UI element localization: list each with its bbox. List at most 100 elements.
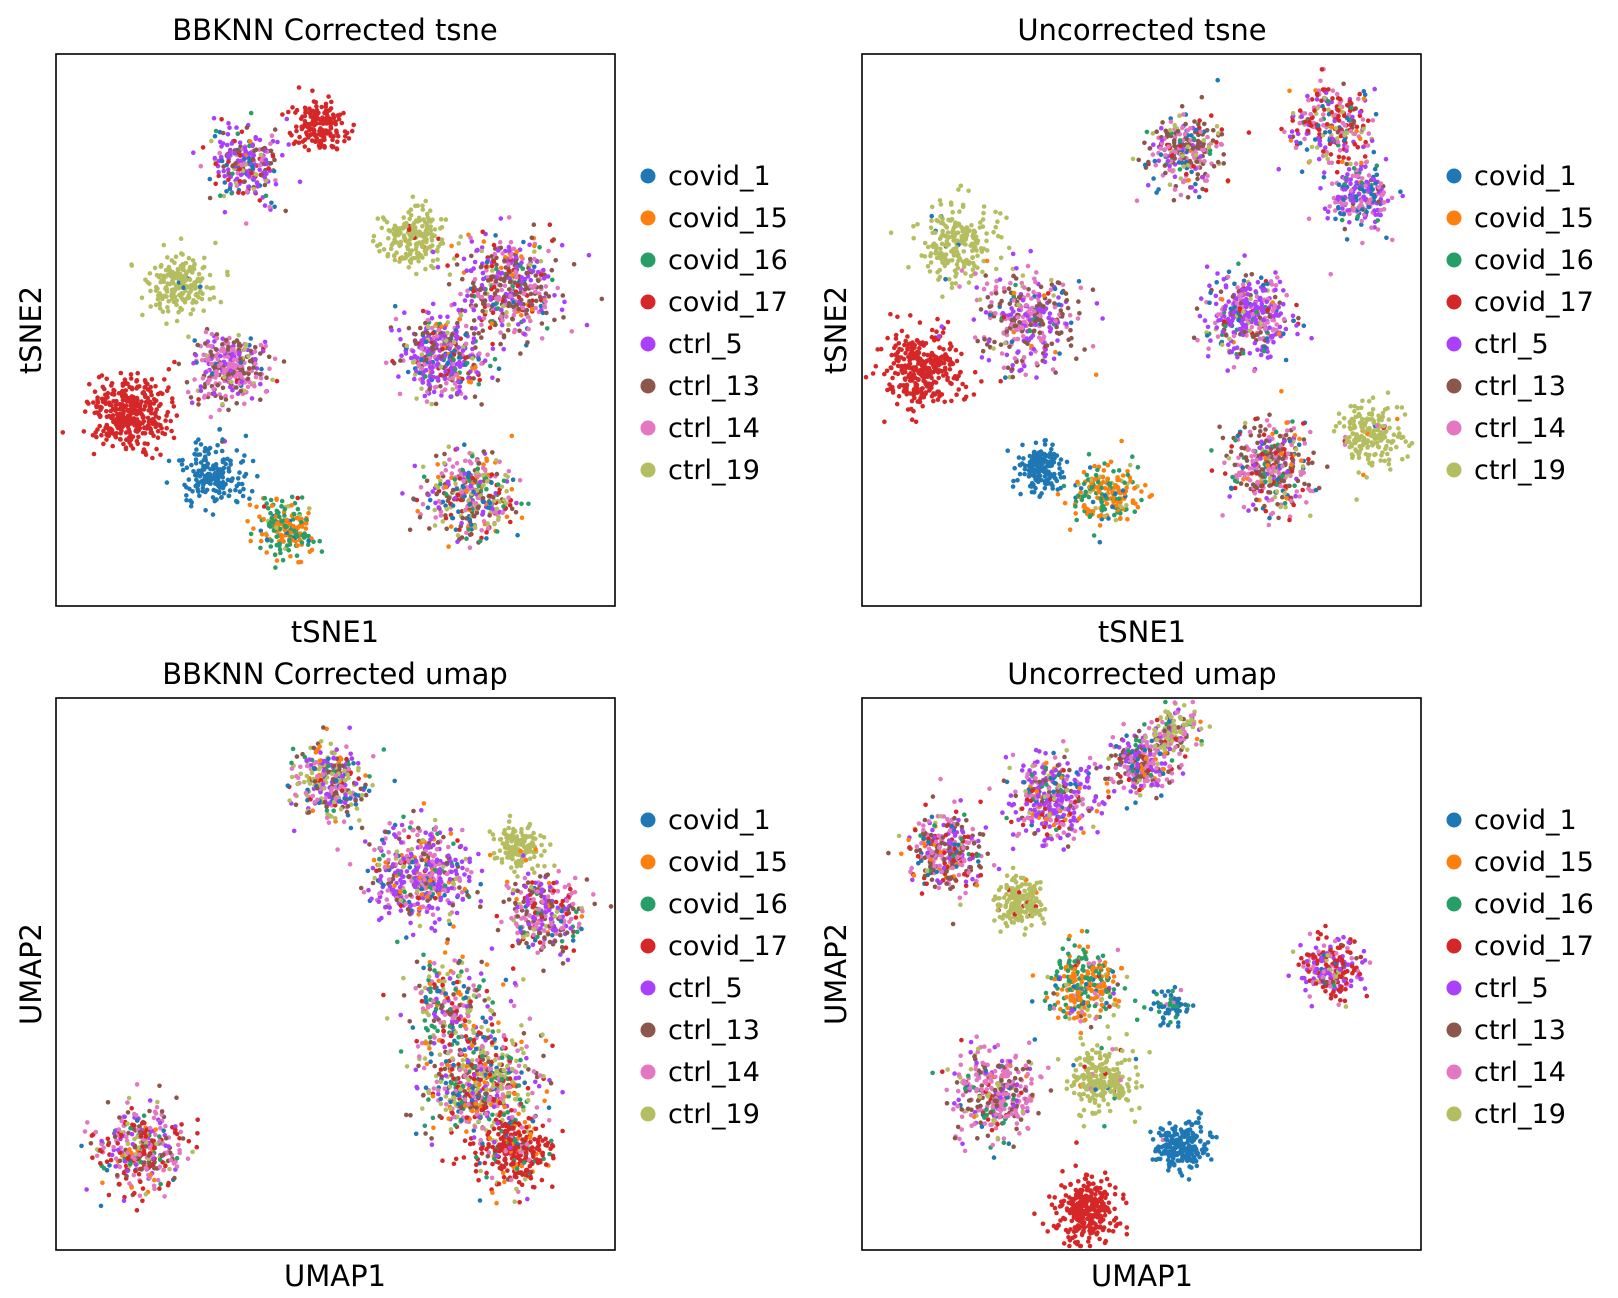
scatter-point [899, 328, 905, 334]
scatter-point [268, 148, 274, 154]
scatter-point [237, 350, 242, 356]
scatter-point [1215, 159, 1221, 165]
scatter-point [310, 88, 315, 93]
scatter-point [458, 313, 464, 318]
scatter-point [500, 510, 505, 516]
scatter-point [1046, 315, 1052, 321]
scatter-point [460, 515, 466, 521]
scatter-point [450, 387, 456, 392]
scatter-point [945, 260, 950, 266]
scatter-point [206, 451, 211, 457]
scatter-point [1153, 162, 1159, 168]
scatter-point [1169, 153, 1174, 159]
scatter-point [559, 307, 565, 313]
scatter-point [295, 543, 300, 548]
scatter-point [525, 340, 530, 345]
scatter-point [148, 430, 153, 436]
scatter-point [297, 179, 303, 185]
scatter-point [1147, 494, 1152, 500]
scatter-point [518, 351, 523, 356]
scatter-point [95, 427, 100, 432]
scatter-point [1156, 158, 1162, 164]
scatter-point [479, 361, 484, 366]
scatter-point [1041, 465, 1047, 471]
scatter-point [1068, 327, 1073, 333]
scatter-point [452, 366, 458, 372]
scatter-point [253, 344, 258, 350]
scatter-point [940, 294, 945, 300]
scatter-point [954, 392, 959, 398]
scatter-point [928, 253, 933, 259]
scatter-point [432, 385, 438, 390]
scatter-point [1045, 463, 1051, 469]
scatter-point [391, 226, 397, 232]
scatter-point [282, 506, 288, 512]
scatter-point [1294, 302, 1299, 308]
scatter-point [397, 391, 403, 397]
scatter-point [1042, 442, 1048, 447]
scatter-point [1219, 132, 1225, 137]
scatter-point [172, 260, 177, 266]
scatter-point [1046, 299, 1052, 304]
scatter-point [304, 130, 309, 135]
scatter-point [481, 472, 486, 478]
scatter-point [908, 406, 914, 412]
scatter-point [921, 394, 927, 400]
scatter-point [870, 371, 876, 376]
scatter-point [458, 497, 464, 503]
scatter-point [1296, 315, 1301, 321]
scatter-point [987, 312, 993, 318]
scatter-point [423, 374, 428, 379]
scatter-point [490, 375, 495, 381]
scatter-point [935, 397, 941, 403]
scatter-point [145, 279, 150, 285]
scatter-point [1210, 138, 1216, 143]
scatter-point [940, 252, 946, 258]
scatter-point [471, 489, 476, 495]
scatter-point [335, 139, 340, 144]
scatter-point [504, 314, 509, 319]
scatter-point [519, 515, 525, 521]
scatter-point [915, 222, 920, 227]
scatter-point [887, 382, 892, 387]
scatter-point [99, 373, 105, 378]
scatter-point [997, 277, 1003, 282]
scatter-point [234, 338, 240, 343]
scatter-point [1214, 325, 1220, 330]
scatter-point [458, 234, 464, 239]
scatter-point [490, 450, 495, 455]
scatter-point [875, 347, 880, 352]
scatter-point [466, 371, 471, 376]
scatter-point [1015, 315, 1021, 320]
scatter-point [250, 157, 256, 162]
scatter-point [298, 559, 304, 565]
scatter-point [452, 301, 457, 307]
scatter-point [225, 354, 231, 360]
scatter-point [938, 246, 943, 252]
scatter-point [445, 314, 450, 320]
scatter-point [264, 375, 269, 381]
scatter-point [288, 530, 294, 535]
legend-label: covid_1 [668, 161, 771, 192]
scatter-point [481, 301, 486, 307]
scatter-point [230, 476, 235, 481]
scatter-point [185, 389, 191, 395]
scatter-point [226, 170, 231, 176]
scatter-point [193, 457, 199, 462]
scatter-point [1124, 485, 1129, 491]
scatter-point [464, 360, 470, 366]
scatter-point [924, 358, 929, 364]
scatter-point [1028, 322, 1033, 328]
scatter-point [408, 213, 414, 218]
scatter-point [407, 258, 413, 264]
scatter-point [424, 211, 430, 217]
scatter-point [233, 181, 239, 186]
scatter-point [306, 122, 311, 127]
scatter-point [419, 357, 424, 363]
scatter-point [417, 218, 423, 223]
scatter-point [1032, 451, 1037, 457]
scatter-point [921, 352, 927, 357]
scatter-point [1004, 352, 1010, 358]
scatter-point [472, 285, 477, 290]
